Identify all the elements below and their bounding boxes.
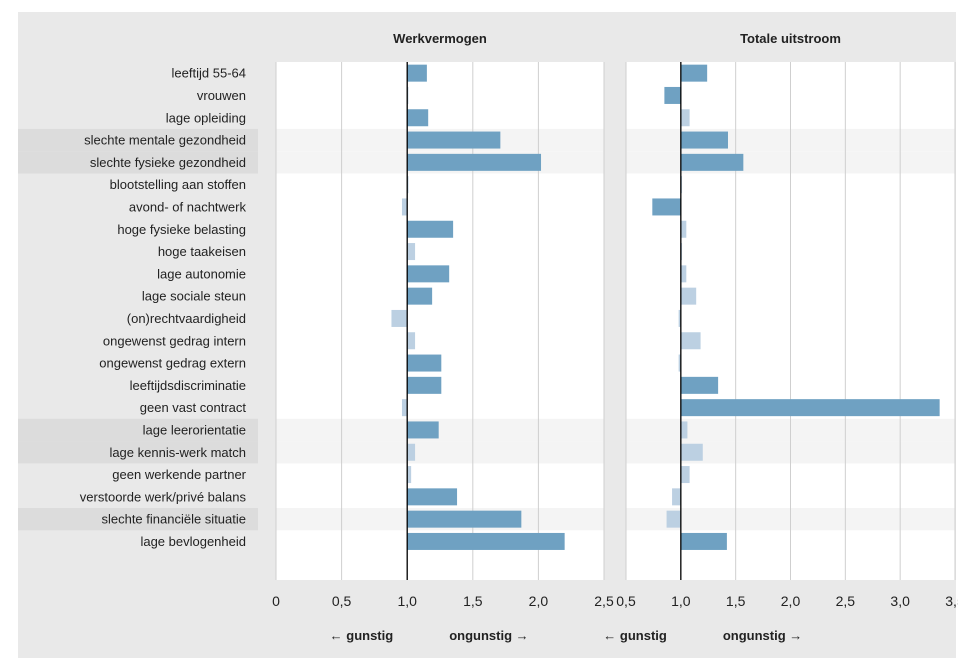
bar xyxy=(407,443,416,461)
bar xyxy=(680,287,697,305)
category-label: (on)rechtvaardigheid xyxy=(127,311,246,326)
panel-title: Werkvermogen xyxy=(393,31,487,46)
category-label: slechte financiële situatie xyxy=(101,512,246,527)
bar xyxy=(407,532,565,550)
highlight-band xyxy=(18,441,258,464)
category-label: avond- of nachtwerk xyxy=(129,199,247,214)
direction-label-right: ongunstig → xyxy=(449,628,528,643)
bar xyxy=(680,466,690,484)
category-label: ongewenst gedrag extern xyxy=(99,356,246,371)
bar xyxy=(407,354,442,372)
bar xyxy=(391,309,408,327)
bar xyxy=(680,109,690,127)
tick-label: 2,0 xyxy=(529,593,549,609)
bar xyxy=(407,376,442,394)
bar xyxy=(407,153,542,171)
bar xyxy=(401,399,408,417)
category-label: lage opleiding xyxy=(166,110,246,125)
category-label: lage leerorientatie xyxy=(143,422,246,437)
bar xyxy=(680,532,727,550)
tick-label: 0 xyxy=(272,593,280,609)
plot-highlight-band xyxy=(276,418,604,442)
highlight-band xyxy=(18,508,258,531)
category-label: slechte mentale gezondheid xyxy=(84,133,246,148)
bar xyxy=(680,64,708,82)
bar xyxy=(407,421,439,439)
category-label: lage kennis-werk match xyxy=(109,445,246,460)
category-label: hoge taakeisen xyxy=(158,244,246,259)
highlight-band xyxy=(18,151,258,174)
highlight-band xyxy=(18,418,258,442)
category-label: ongewenst gedrag intern xyxy=(103,333,246,348)
bar xyxy=(680,220,687,238)
bar xyxy=(407,488,458,506)
tick-label: 2,0 xyxy=(781,593,801,609)
bar xyxy=(407,176,409,194)
bar xyxy=(672,488,681,506)
bar xyxy=(407,131,501,149)
category-label: leeftijd 55-64 xyxy=(172,66,246,81)
panel-title: Totale uitstroom xyxy=(740,31,841,46)
category-label: lage sociale steun xyxy=(142,289,246,304)
category-label: verstoorde werk/privé balans xyxy=(80,489,247,504)
direction-label-left: ← gunstig xyxy=(603,628,667,643)
bar xyxy=(666,510,681,528)
bar xyxy=(680,332,701,350)
category-label: geen werkende partner xyxy=(112,467,246,482)
tick-label: 3,0 xyxy=(890,593,910,609)
tick-label: 1,5 xyxy=(463,593,483,609)
bar xyxy=(678,309,681,327)
bar xyxy=(680,399,940,417)
category-label: geen vast contract xyxy=(140,400,247,415)
bar xyxy=(407,220,454,238)
bar xyxy=(407,510,522,528)
bar xyxy=(407,243,416,261)
tick-label: 3,5 xyxy=(945,593,958,609)
category-label: hoge fysieke belasting xyxy=(117,222,246,237)
bar xyxy=(680,376,719,394)
tick-label: 2,5 xyxy=(836,593,856,609)
tick-label: 1,5 xyxy=(726,593,746,609)
bar xyxy=(407,287,433,305)
bar xyxy=(680,421,688,439)
bar xyxy=(678,354,681,372)
highlight-band xyxy=(18,128,258,152)
bar xyxy=(680,131,728,149)
category-label: slechte fysieke gezondheid xyxy=(90,155,246,170)
bar xyxy=(680,265,687,283)
bar xyxy=(664,86,681,104)
bar xyxy=(407,64,427,82)
tick-label: 0,5 xyxy=(332,593,352,609)
category-label: leeftijdsdiscriminatie xyxy=(130,378,246,393)
bar xyxy=(407,109,429,127)
bar xyxy=(407,332,416,350)
tick-label: 0,5 xyxy=(616,593,636,609)
category-label: vrouwen xyxy=(197,88,246,103)
plot-highlight-band xyxy=(276,441,604,464)
bar xyxy=(407,466,412,484)
tick-label: 1,0 xyxy=(397,593,417,609)
category-label: lage bevlogenheid xyxy=(140,534,246,549)
bar xyxy=(652,198,681,216)
bar xyxy=(407,265,450,283)
bar xyxy=(680,443,703,461)
direction-label-right: ongunstig → xyxy=(723,628,802,643)
bar xyxy=(401,198,408,216)
bar xyxy=(680,153,744,171)
tick-label: 1,0 xyxy=(671,593,691,609)
tick-label: 2,5 xyxy=(594,593,614,609)
direction-label-left: ← gunstig xyxy=(330,628,394,643)
category-label: blootstelling aan stoffen xyxy=(110,177,246,192)
category-label: lage autonomie xyxy=(157,266,246,281)
